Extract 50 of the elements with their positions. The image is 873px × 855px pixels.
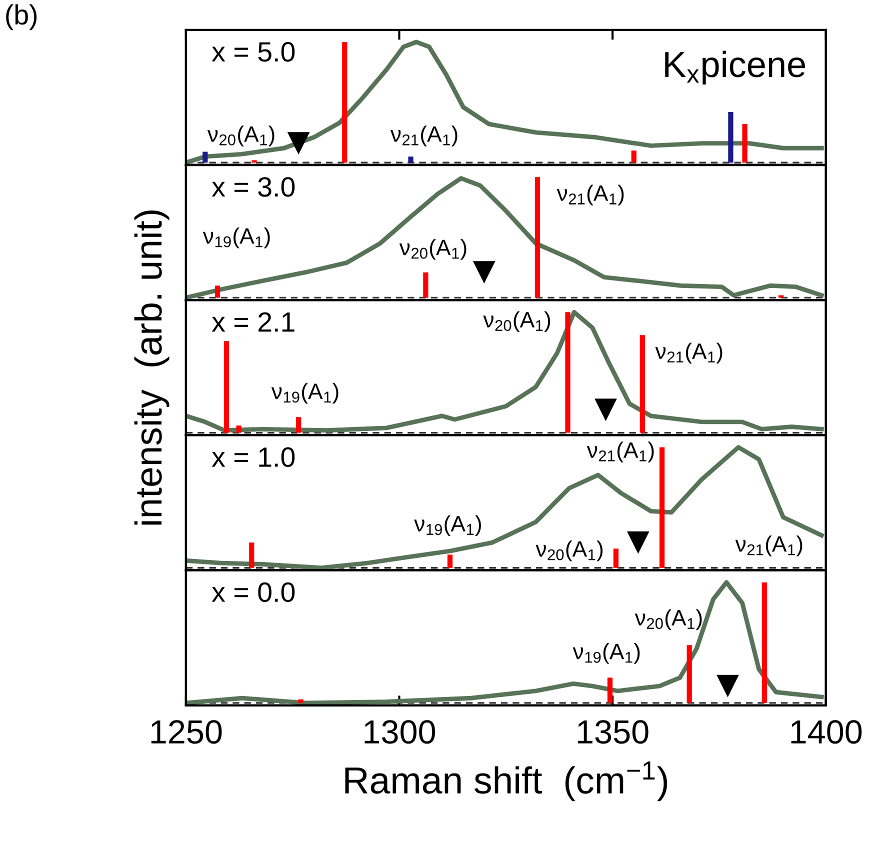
x-axis-title: Raman shift (cm$^{−1}$)	[345, 761, 668, 802]
x-tick-label: 1300	[364, 720, 436, 744]
annotation: K$_{x}$picene	[665, 50, 806, 84]
bar	[631, 150, 636, 163]
annotation: x = 2.1	[212, 312, 294, 332]
annotation: ν$_{21}$(A$_{1}$)	[390, 126, 458, 146]
bar	[252, 160, 257, 163]
bar	[613, 548, 619, 568]
annotation: ν$_{21}$(A$_{1}$)	[556, 184, 624, 206]
x-tick-label: 1250	[151, 720, 222, 744]
y-axis-title: intensity (arb. unit)	[134, 210, 170, 525]
x-tick-label: 1400	[791, 720, 862, 744]
annotation: ν$_{21}$(A$_{1}$)	[586, 442, 654, 462]
annotation: ν$_{20}$(A$_{1}$)	[399, 239, 466, 260]
annotation: ν$_{21}$(A$_{1}$)	[655, 342, 722, 364]
bar	[202, 152, 208, 163]
annotation: ν$_{19}$(A$_{1}$)	[572, 643, 640, 664]
bar	[607, 678, 613, 703]
bar	[728, 112, 734, 163]
x-tick-label: 1350	[578, 720, 648, 744]
bar	[659, 447, 665, 568]
annotation: x = 3.0	[212, 177, 295, 197]
bar	[408, 156, 414, 163]
bar	[640, 335, 645, 433]
bar	[298, 699, 304, 703]
text: (b)	[6, 4, 37, 30]
bar	[762, 582, 767, 703]
annotation: x = 1.0	[212, 447, 295, 467]
bar	[249, 542, 254, 568]
annotation: x = 0.0	[212, 582, 295, 602]
bar	[534, 177, 540, 298]
annotation: ν$_{20}$(A$_{1}$)	[536, 540, 603, 562]
bar	[565, 312, 570, 433]
annotation: ν$_{19}$(A$_{1}$)	[414, 515, 481, 536]
bar	[742, 124, 748, 163]
annotation: ν$_{19}$(A$_{1}$)	[271, 382, 338, 404]
annotation: ν$_{20}$(A$_{1}$)	[483, 311, 550, 332]
bar	[447, 554, 453, 568]
bar	[423, 272, 428, 298]
bar	[686, 645, 692, 703]
bar	[224, 341, 230, 433]
annotation: ν$_{20}$(A$_{1}$)	[634, 609, 702, 630]
bar	[296, 417, 302, 433]
bar	[214, 286, 220, 298]
annotation: ν$_{19}$(A$_{1}$)	[202, 228, 270, 248]
annotation: ν$_{20}$(A$_{1}$)	[207, 126, 274, 146]
bar	[342, 42, 348, 163]
bar	[236, 426, 242, 433]
annotation: ν$_{21}$(A$_{1}$)	[735, 536, 802, 556]
annotation: x = 5.0	[212, 42, 295, 62]
